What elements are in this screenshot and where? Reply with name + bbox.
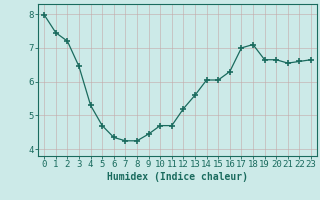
X-axis label: Humidex (Indice chaleur): Humidex (Indice chaleur) [107,172,248,182]
